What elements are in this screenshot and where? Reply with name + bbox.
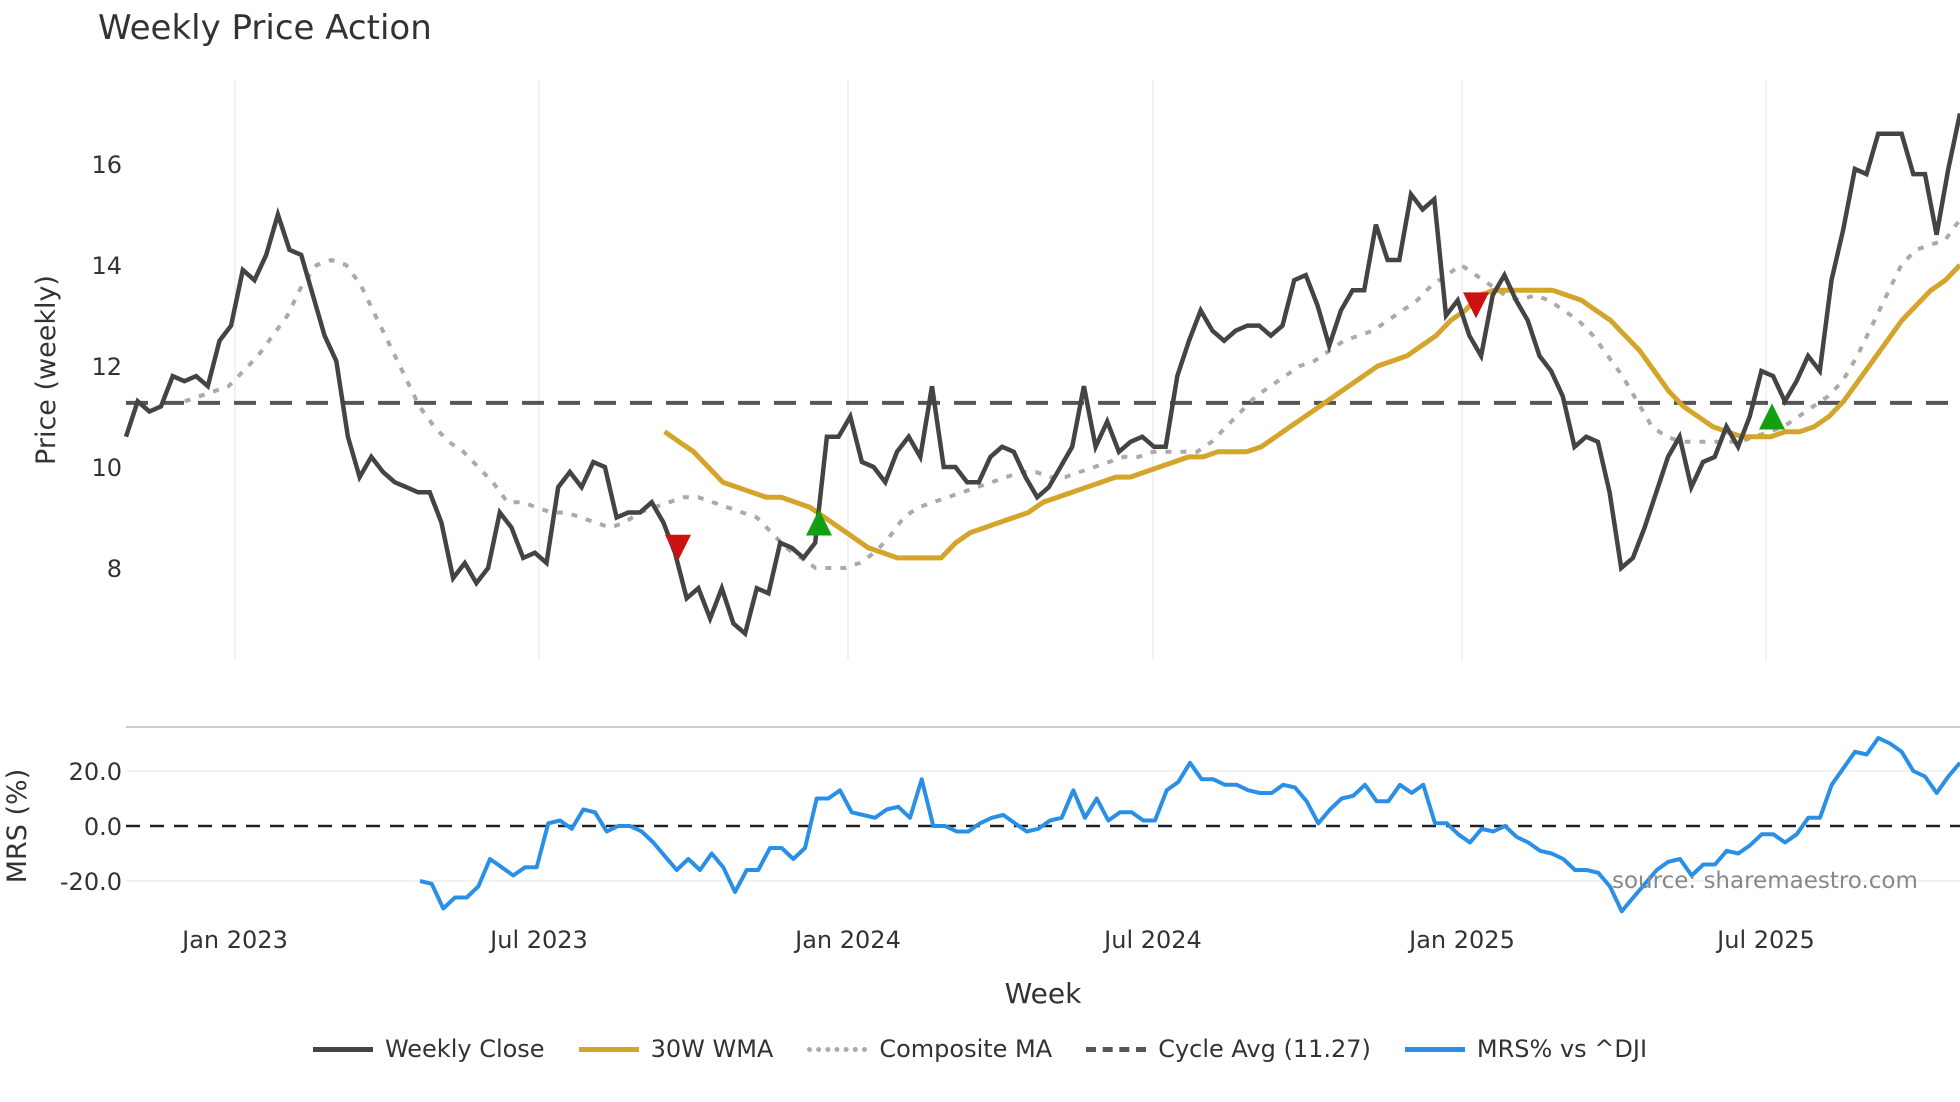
weekly-close-swatch-icon <box>312 1046 373 1052</box>
chart-title: Weekly Price Action <box>98 8 432 48</box>
composite-ma-swatch-icon <box>807 1046 868 1052</box>
price-y-axis-label: Price (weekly) <box>31 275 62 465</box>
buy-signal-triangle-up-icon <box>806 509 832 536</box>
legend-item-composite-ma[interactable]: Composite MA <box>807 1035 1052 1063</box>
tick-label: Jul 2024 <box>1102 926 1202 954</box>
legend-item-wma30[interactable]: 30W WMA <box>578 1035 774 1063</box>
legend-label: Weekly Close <box>384 1035 545 1063</box>
mrs-swatch-icon <box>1404 1046 1465 1052</box>
tick-label: 12 <box>91 353 122 381</box>
weekly-close-line <box>123 113 1960 638</box>
legend-label: Composite MA <box>879 1035 1053 1063</box>
legend-label: MRS% vs ^DJI <box>1476 1035 1648 1063</box>
mrs-line <box>419 736 1960 914</box>
tick-label: Jul 2025 <box>1715 926 1815 954</box>
mrs-y-axis-label: MRS (%) <box>2 769 33 884</box>
tick-label: Jan 2023 <box>180 926 288 954</box>
tick-label: 16 <box>91 151 122 179</box>
buy-signal-triangle-up-icon <box>1759 403 1785 430</box>
cycle-avg-swatch-icon <box>1086 1046 1147 1052</box>
legend-item-cycle-avg[interactable]: Cycle Avg (11.27) <box>1086 1035 1371 1063</box>
composite-ma-line <box>184 218 1960 570</box>
sell-signal-triangle-down-icon <box>665 534 691 561</box>
tick-label: Jan 2024 <box>793 926 901 954</box>
legend-item-mrs[interactable]: MRS% vs ^DJI <box>1404 1035 1648 1063</box>
tick-label: 14 <box>91 252 122 280</box>
tick-label: 20.0 <box>69 758 122 786</box>
x-gridlines <box>126 80 1960 882</box>
tick-label: Jul 2023 <box>488 926 588 954</box>
legend-label: 30W WMA <box>650 1035 774 1063</box>
legend-label: Cycle Avg (11.27) <box>1158 1035 1371 1063</box>
legend-item-weekly-close[interactable]: Weekly Close <box>312 1035 545 1063</box>
tick-label: Jan 2025 <box>1407 926 1515 954</box>
x-axis-label: Week <box>1005 977 1082 1010</box>
tick-label: 0.0 <box>84 813 122 841</box>
legend: Weekly Close 30W WMA Composite MA Cycle … <box>0 1035 1960 1063</box>
tick-label: 8 <box>107 555 122 583</box>
source-note: source: sharemaestro.com <box>1612 868 1918 894</box>
x-axis-ticks: Jan 2023 Jul 2023 Jan 2024 Jul 2024 Jan 2025… <box>180 926 1815 954</box>
sell-signal-triangle-down-icon <box>1463 292 1489 319</box>
tick-label: 10 <box>91 454 122 482</box>
mrs-y-axis-ticks: 20.0 0.0 -20.0 <box>60 758 122 896</box>
price-y-axis-ticks: 16 14 12 10 8 <box>91 151 122 583</box>
signal-markers <box>665 292 1785 561</box>
wma30-swatch-icon <box>578 1046 639 1052</box>
tick-label: -20.0 <box>60 868 122 896</box>
